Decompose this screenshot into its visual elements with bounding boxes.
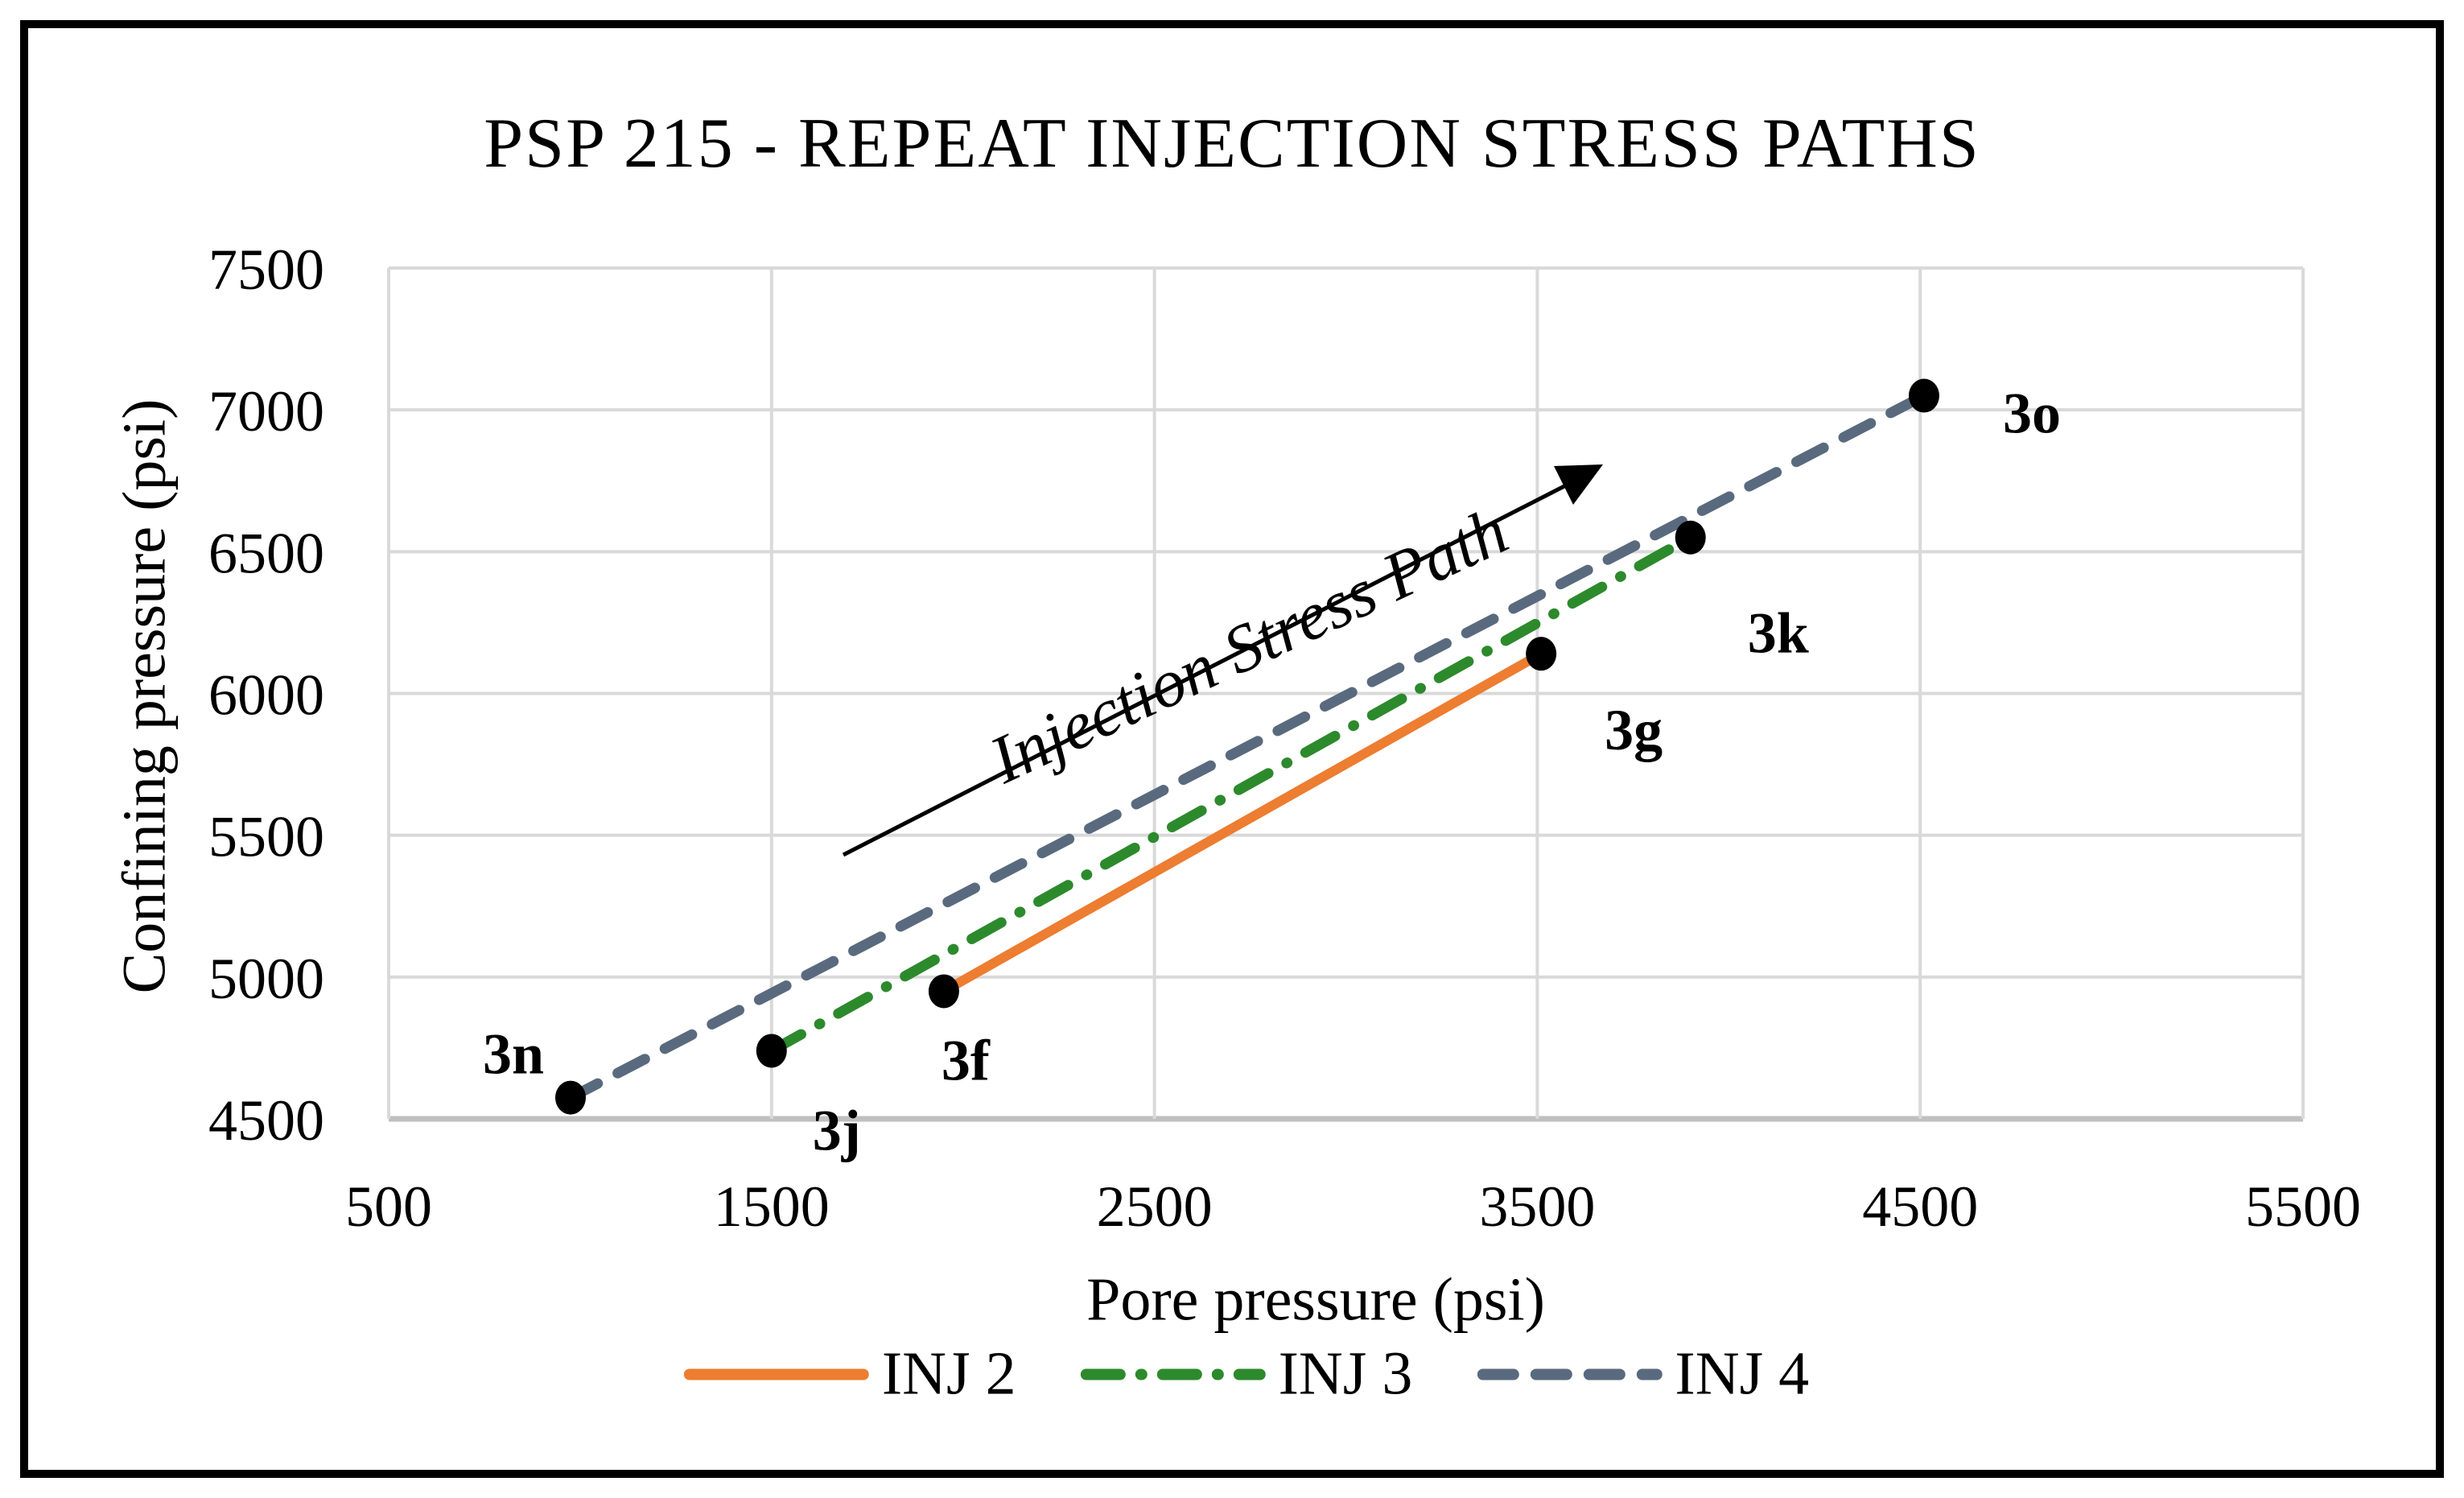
legend-swatch-icon xyxy=(683,1368,869,1380)
series-line-inj-3 xyxy=(766,532,1696,1056)
legend-label: INJ 2 xyxy=(881,1339,1016,1408)
y-axis-title: Confining pressure (psi) xyxy=(110,398,179,994)
y-tick-label-7500: 7500 xyxy=(208,237,324,302)
series-line-inj-4 xyxy=(565,390,1930,1104)
legend-item-inj-2: INJ 2 xyxy=(683,1339,1016,1409)
y-tick-label-6500: 6500 xyxy=(208,521,324,585)
y-tick-label-5000: 5000 xyxy=(208,947,324,1011)
injection-arrow-line xyxy=(842,484,1566,857)
data-point-3k xyxy=(1675,520,1706,555)
x-tick-label-1500: 1500 xyxy=(714,1174,830,1239)
point-label-3o: 3o xyxy=(2003,382,2061,446)
point-label-3f: 3f xyxy=(942,1028,991,1092)
y-tick-label-4500: 4500 xyxy=(208,1088,324,1153)
x-tick-label-5500: 5500 xyxy=(2245,1174,2361,1239)
data-point-3g xyxy=(1526,637,1557,671)
chart-legend: INJ 2 INJ 3 INJ 4 xyxy=(683,1339,1809,1409)
y-tick-label-7000: 7000 xyxy=(208,379,324,444)
chart-title: PSP 215 - REPEAT INJECTION STRESS PATHS xyxy=(484,105,1980,183)
y-tick-label-6000: 6000 xyxy=(208,663,324,728)
legend-item-inj-4: INJ 4 xyxy=(1477,1339,1809,1409)
figure-border xyxy=(20,20,2444,1478)
data-point-3f xyxy=(928,974,959,1009)
point-label-3n: 3n xyxy=(483,1022,544,1087)
legend-item-inj-3: INJ 3 xyxy=(1080,1339,1413,1409)
series-line-inj-2 xyxy=(938,649,1547,997)
point-label-3g: 3g xyxy=(1605,698,1663,762)
point-label-3j: 3j xyxy=(813,1098,861,1162)
point-label-3k: 3k xyxy=(1748,601,1809,666)
injection-arrow-head-icon xyxy=(1554,464,1603,505)
x-tick-label-500: 500 xyxy=(345,1174,432,1239)
legend-label: INJ 4 xyxy=(1675,1339,1810,1408)
data-point-3n xyxy=(555,1080,587,1115)
x-tick-label-3500: 3500 xyxy=(1479,1174,1595,1239)
legend-label: INJ 3 xyxy=(1278,1339,1413,1408)
data-point-3o xyxy=(1908,378,1939,413)
legend-swatch-icon xyxy=(1477,1368,1663,1380)
y-tick-label-5500: 5500 xyxy=(208,805,324,869)
x-axis-title: Pore pressure (psi) xyxy=(1086,1265,1545,1334)
legend-swatch-icon xyxy=(1080,1368,1266,1380)
data-point-3j xyxy=(756,1034,787,1068)
x-tick-label-4500: 4500 xyxy=(1862,1174,1978,1239)
x-tick-label-2500: 2500 xyxy=(1097,1174,1213,1239)
